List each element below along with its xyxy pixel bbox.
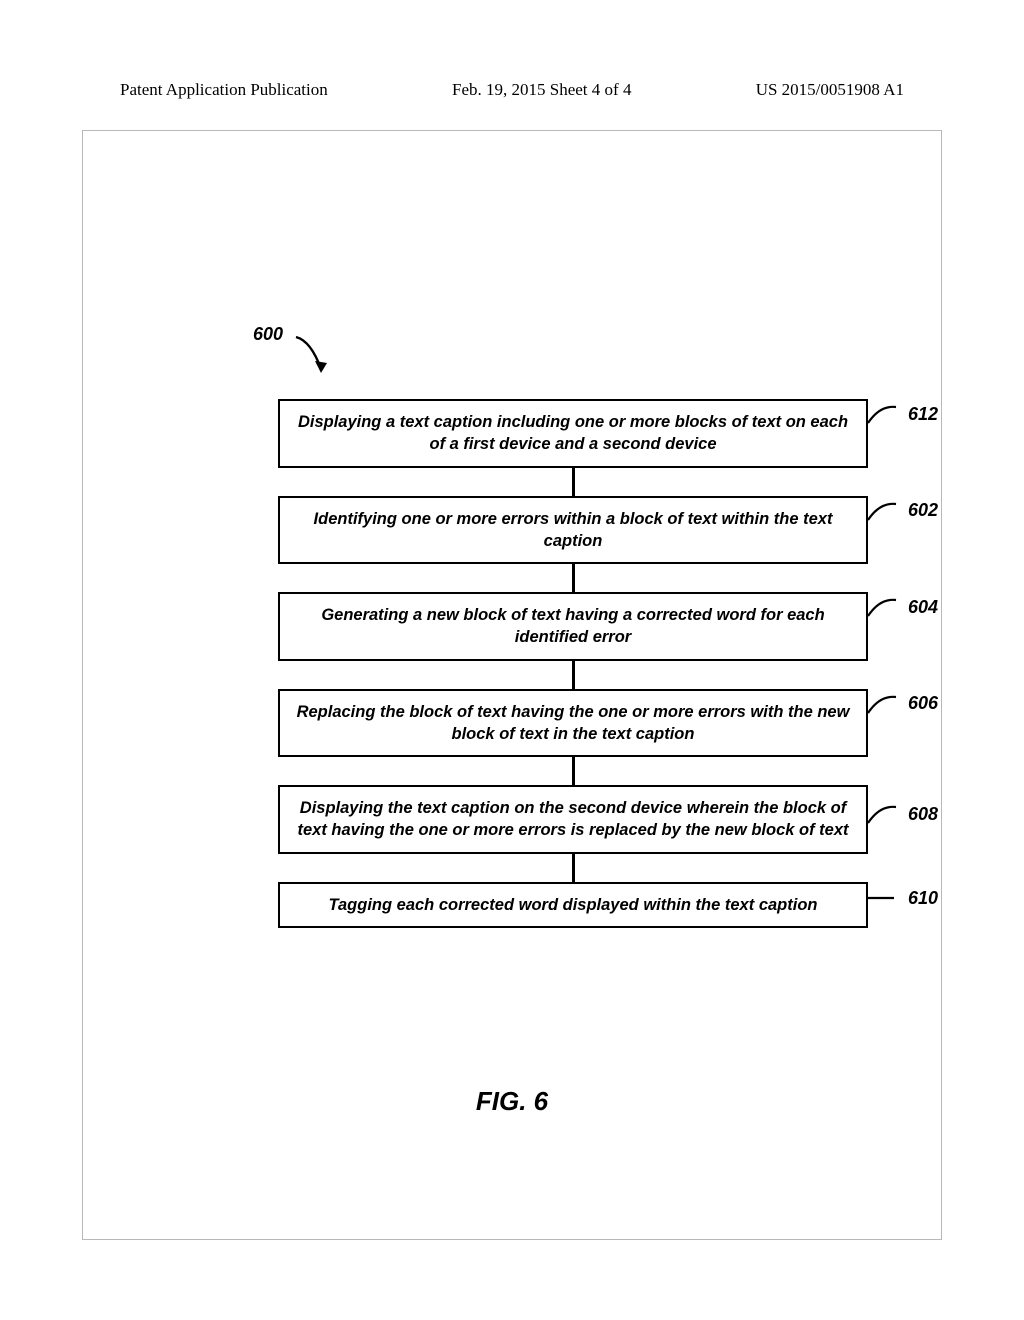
step-number: 606	[908, 693, 938, 714]
page-header: Patent Application Publication Feb. 19, …	[120, 80, 904, 100]
step-row: Generating a new block of text having a …	[278, 592, 908, 661]
step-text: Replacing the block of text having the o…	[297, 703, 850, 743]
step-number: 610	[908, 888, 938, 909]
connector	[572, 854, 575, 882]
step-callout: 610	[866, 888, 938, 909]
step-callout: 612	[866, 401, 938, 427]
step-text: Displaying a text caption including one …	[298, 413, 848, 453]
ref-arrow-icon	[293, 331, 333, 371]
step-row: Displaying a text caption including one …	[278, 399, 908, 468]
step-text: Generating a new block of text having a …	[321, 606, 824, 646]
step-callout: 602	[866, 498, 938, 524]
connector	[572, 468, 575, 496]
connector	[572, 564, 575, 592]
step-box: Generating a new block of text having a …	[278, 592, 868, 661]
step-number: 602	[908, 500, 938, 521]
header-right: US 2015/0051908 A1	[756, 80, 904, 100]
figure-label: FIG. 6	[83, 1086, 941, 1117]
step-row: Displaying the text caption on the secon…	[278, 785, 908, 854]
connector	[572, 661, 575, 689]
flowchart: Displaying a text caption including one …	[278, 399, 908, 928]
header-left: Patent Application Publication	[120, 80, 328, 100]
step-text: Identifying one or more errors within a …	[314, 510, 833, 550]
step-row: Replacing the block of text having the o…	[278, 689, 908, 758]
step-row: Tagging each corrected word displayed wi…	[278, 882, 908, 928]
step-box: Displaying the text caption on the secon…	[278, 785, 868, 854]
step-callout: 608	[866, 801, 938, 827]
step-box: Replacing the block of text having the o…	[278, 689, 868, 758]
step-number: 612	[908, 404, 938, 425]
step-text: Displaying the text caption on the secon…	[297, 799, 848, 839]
flowchart-ref-number: 600	[253, 324, 283, 345]
step-callout: 606	[866, 691, 938, 717]
header-center: Feb. 19, 2015 Sheet 4 of 4	[452, 80, 631, 100]
connector	[572, 757, 575, 785]
step-text: Tagging each corrected word displayed wi…	[329, 896, 818, 914]
step-callout: 604	[866, 594, 938, 620]
content-frame: 600 Displaying a text caption including …	[82, 130, 942, 1240]
step-box: Tagging each corrected word displayed wi…	[278, 882, 868, 928]
step-box: Displaying a text caption including one …	[278, 399, 868, 468]
step-number: 608	[908, 804, 938, 825]
step-row: Identifying one or more errors within a …	[278, 496, 908, 565]
step-box: Identifying one or more errors within a …	[278, 496, 868, 565]
patent-page: Patent Application Publication Feb. 19, …	[0, 0, 1024, 1320]
step-number: 604	[908, 597, 938, 618]
